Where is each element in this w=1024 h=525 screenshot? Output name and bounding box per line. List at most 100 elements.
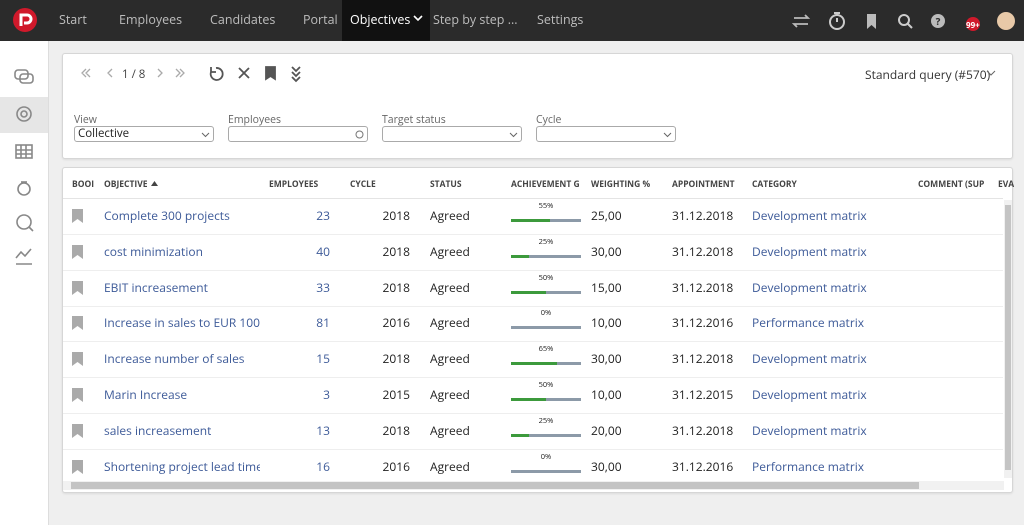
objective-link[interactable]: Marin Increase — [104, 387, 188, 403]
employees-count[interactable]: 40 — [316, 243, 330, 260]
nav-item[interactable]: Objectives — [342, 0, 431, 41]
achievement-label: 65% — [538, 344, 554, 355]
header-divider — [63, 198, 1003, 199]
bookmark-shape — [72, 209, 83, 223]
v-scroll-thumb[interactable] — [1005, 205, 1011, 470]
bookmark-icon[interactable] — [72, 352, 83, 370]
bookmark-shape — [72, 459, 83, 474]
employees-count[interactable]: 81 — [316, 315, 330, 332]
nav-item[interactable]: Settings — [537, 11, 584, 28]
notification-badge: 99+ — [966, 20, 980, 31]
weighting: 30,00 — [591, 351, 622, 368]
bookmark-icon[interactable] — [72, 209, 83, 227]
achievement-track — [511, 290, 581, 294]
weighting: 10,00 — [591, 387, 622, 403]
sort-arrow — [150, 181, 158, 186]
svg-text:?: ? — [936, 14, 941, 28]
h-scroll-thumb[interactable] — [71, 482, 919, 489]
cycle: 2018 — [382, 208, 410, 224]
employees-count[interactable]: 13 — [316, 422, 330, 439]
filter-input[interactable]: Collective — [74, 126, 214, 142]
employees-count[interactable]: 3 — [323, 387, 330, 403]
category-link[interactable]: Performance matrix — [752, 458, 865, 475]
column-header[interactable]: CYCLE — [350, 179, 376, 190]
achievement-track — [511, 398, 581, 401]
category-link[interactable]: Development matrix — [752, 351, 867, 368]
bookmark-icon[interactable] — [72, 244, 83, 263]
filter-label: Employees — [228, 113, 282, 127]
bookmark-icon[interactable] — [72, 388, 83, 406]
column-header[interactable]: WEIGHTING % — [591, 179, 651, 190]
top-icons[interactable]: ? — [790, 10, 1020, 32]
filter-label: View — [74, 113, 97, 127]
bookmark-icon[interactable] — [72, 280, 83, 299]
query-select[interactable]: Standard query (#570) — [865, 66, 991, 83]
nav-item[interactable]: Portal — [303, 11, 338, 28]
weighting: 30,00 — [591, 243, 622, 260]
objective-link[interactable]: cost minimization — [104, 243, 203, 260]
objective-link[interactable]: Increase number of sales — [104, 351, 245, 368]
sidebar-icons[interactable] — [12, 65, 38, 305]
status: Agreed — [430, 315, 470, 332]
achievement-label: 50% — [538, 380, 554, 390]
bookmark-shape — [72, 244, 83, 259]
weighting: 10,00 — [591, 315, 622, 332]
column-header[interactable]: CATEGORY — [752, 179, 797, 190]
achievement-fill — [511, 362, 557, 366]
bookmark-icon[interactable] — [72, 423, 83, 442]
v-scroll-track — [1004, 200, 1012, 478]
achievement-track — [511, 326, 581, 330]
employees-count[interactable]: 16 — [316, 458, 330, 475]
filter-input[interactable] — [536, 126, 676, 142]
category-link[interactable]: Development matrix — [752, 243, 867, 260]
nav-item[interactable]: Start — [59, 11, 87, 28]
objective-link[interactable]: Shortening project lead times — [104, 458, 260, 475]
appointment: 31.12.2015 — [672, 387, 734, 403]
category-link[interactable]: Development matrix — [752, 208, 867, 224]
bookmark-shape — [72, 388, 83, 402]
appointment: 31.12.2018 — [672, 422, 734, 439]
bookmark-shape — [72, 316, 83, 331]
column-header[interactable]: COMMENT (SUP — [918, 179, 985, 190]
filter-label: Target status — [382, 113, 446, 127]
achievement-fill — [511, 433, 529, 437]
category-link[interactable]: Development matrix — [752, 387, 867, 403]
objective-link[interactable]: EBIT increasement — [104, 279, 208, 296]
nav-item[interactable]: Candidates — [210, 11, 276, 28]
achievement-label: 50% — [538, 272, 554, 283]
category-link[interactable]: Performance matrix — [752, 315, 865, 332]
employees-count[interactable]: 15 — [316, 351, 330, 368]
cycle: 2016 — [382, 458, 410, 475]
appointment: 31.12.2018 — [672, 279, 734, 296]
achievement-label: 0% — [540, 451, 552, 462]
bookmark-icon[interactable] — [72, 459, 83, 478]
column-header[interactable]: EVA — [998, 179, 1015, 190]
nav-item[interactable]: Step by step ... — [433, 11, 518, 28]
appointment: 31.12.2018 — [672, 208, 734, 224]
toolbar-icons[interactable] — [79, 64, 319, 84]
filter-input[interactable] — [382, 126, 522, 142]
column-header[interactable]: STATUS — [430, 179, 462, 190]
objective-link[interactable]: sales increasement — [104, 422, 212, 439]
employees-count[interactable]: 33 — [316, 279, 330, 296]
column-header[interactable]: APPOINTMENT — [672, 179, 735, 190]
nav-item[interactable]: Employees — [119, 11, 183, 28]
column-header[interactable]: BOOI — [72, 179, 95, 190]
bookmark-icon[interactable] — [72, 316, 83, 334]
status: Agreed — [430, 351, 470, 368]
category-link[interactable]: Development matrix — [752, 422, 867, 439]
objective-link[interactable]: Complete 300 projects — [104, 208, 230, 224]
cycle: 2018 — [382, 279, 410, 296]
row-divider — [63, 234, 1003, 235]
achievement-track — [511, 433, 581, 437]
row-divider — [63, 377, 1003, 379]
employees-count[interactable]: 23 — [316, 208, 330, 224]
column-header[interactable]: OBJECTIVE — [104, 179, 159, 190]
column-header[interactable]: EMPLOYEES — [269, 179, 319, 190]
filter-input[interactable] — [228, 126, 368, 142]
objective-link[interactable]: Increase in sales to EUR 100 m — [104, 315, 260, 332]
top-bar: ? 99+ Start Employees Candidates Portal Obje… — [0, 0, 1024, 41]
column-header[interactable]: ACHIEVEMENT G — [511, 179, 580, 190]
achievement-fill — [511, 254, 529, 258]
category-link[interactable]: Development matrix — [752, 279, 867, 296]
